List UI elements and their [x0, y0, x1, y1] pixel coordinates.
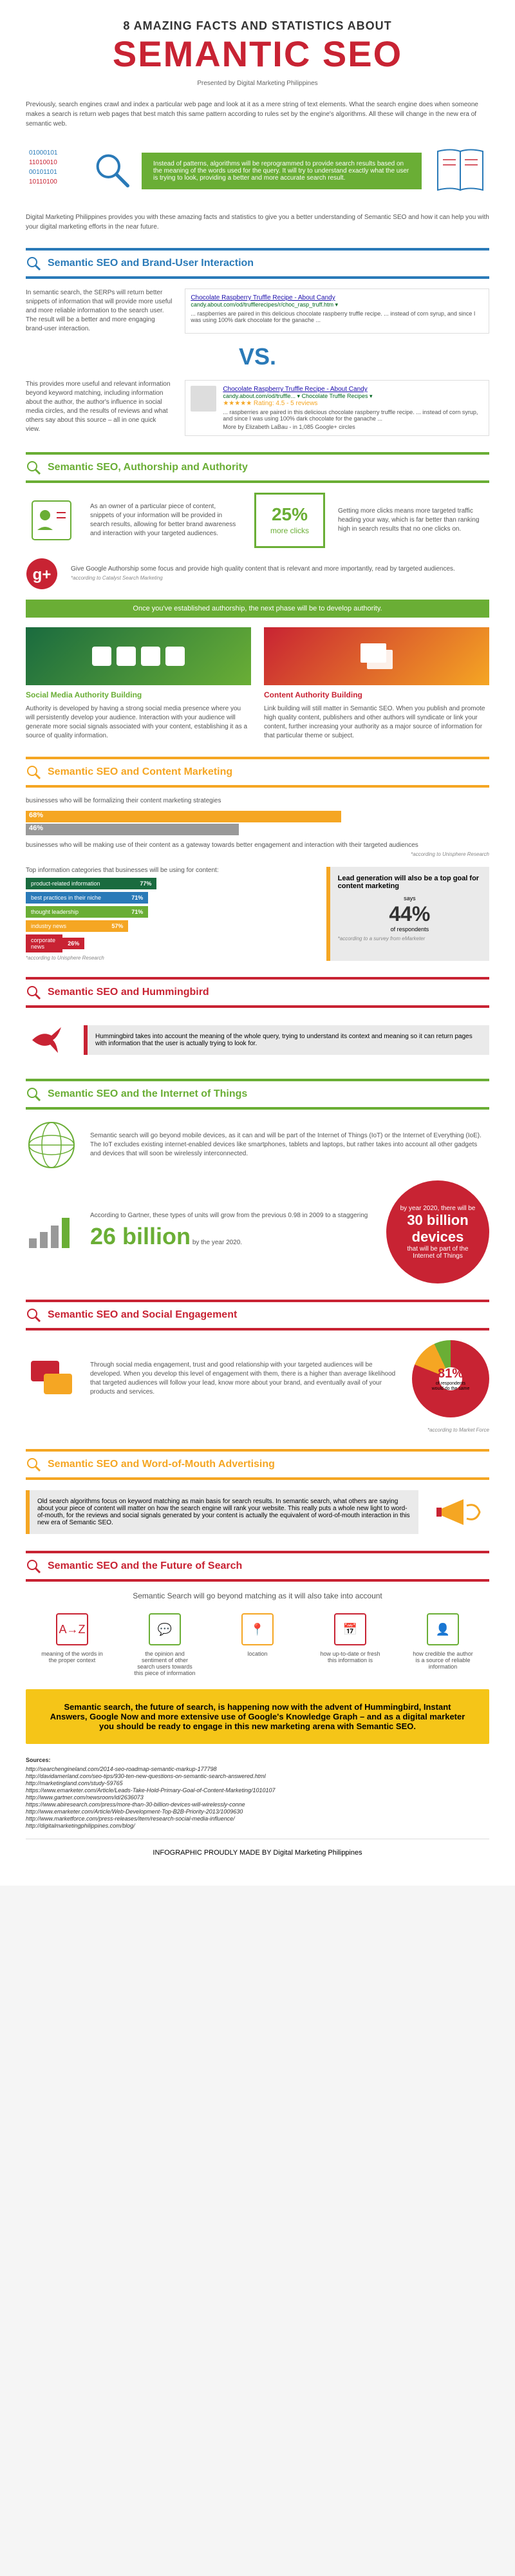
chat-icon [26, 1353, 77, 1405]
cm-label2: businesses who will be making use of the… [26, 842, 489, 849]
section-header-2: Semantic SEO, Authorship and Authority [26, 452, 489, 483]
serp-url: candy.about.com/od/trufflerecipes/r/choc… [191, 301, 483, 308]
section-icon [26, 764, 41, 780]
gplus-icon: g+ [26, 558, 58, 590]
section-header-1: Semantic SEO and Brand-User Interaction [26, 248, 489, 279]
section-header-3: Semantic SEO and Content Marketing [26, 757, 489, 788]
green-intro-box: Instead of patterns, algorithms will be … [142, 153, 422, 189]
section-icon [26, 1558, 41, 1574]
section-title: Semantic SEO and the Internet of Things [48, 1088, 247, 1100]
section-header-6: Semantic SEO and Social Engagement [26, 1300, 489, 1331]
s4-text: Hummingbird takes into account the meani… [84, 1025, 489, 1055]
vs-label: VS. [26, 343, 489, 370]
serp-result-2: Chocolate Raspberry Truffle Recipe - Abo… [185, 380, 489, 436]
section-title: Semantic SEO and Word-of-Mouth Advertisi… [48, 1459, 275, 1470]
pie-pct: 81% [431, 1367, 470, 1381]
category-bars: product-related information77%best pract… [26, 878, 314, 952]
magnifier-icon [93, 151, 132, 190]
growth-bars-icon [26, 1213, 77, 1251]
sources: Sources: http://searchengineland.com/201… [26, 1757, 489, 1829]
cm-note2: *according to Unisphere Research [26, 955, 314, 961]
hummingbird-icon [26, 1018, 71, 1063]
s1-text2: This provides more useful and relevant i… [26, 380, 172, 436]
book-icon [431, 142, 489, 200]
pie-sub: of respondents would do the same [431, 1381, 470, 1391]
section-title: Semantic SEO and Content Marketing [48, 766, 232, 778]
s2-text2: Getting more clicks means more targeted … [338, 507, 489, 534]
serp-title: Chocolate Raspberry Truffle Recipe - Abo… [223, 386, 483, 393]
section-icon [26, 256, 41, 271]
col-title: Social Media Authority Building [26, 690, 251, 699]
serp-desc: ... raspberries are paired in this delic… [191, 310, 483, 323]
col-title: Content Authority Building [264, 690, 489, 699]
svg-text:00101101: 00101101 [29, 169, 57, 176]
serp-result-1: Chocolate Raspberry Truffle Recipe - Abo… [185, 289, 489, 334]
svg-text:g+: g+ [33, 566, 52, 583]
stat-box-clicks: 25% more clicks [254, 493, 325, 548]
content-icon [264, 627, 489, 685]
col-text: Link building will still matter in Seman… [264, 705, 489, 741]
section-icon [26, 1086, 41, 1102]
globe-icon [26, 1119, 77, 1171]
section-header-8: Semantic SEO and the Future of Search [26, 1551, 489, 1582]
s5-growth-text: According to Gartner, these types of uni… [90, 1211, 373, 1253]
section-header-4: Semantic SEO and Hummingbird [26, 977, 489, 1008]
content-authority-col: Content Authority Building Link building… [264, 627, 489, 741]
hero-row: 01000101 11010010 00101101 10110100 Instead… [26, 142, 489, 200]
svg-text:10110100: 10110100 [29, 178, 57, 185]
s8-intro: Semantic Search will go beyond matching … [26, 1591, 489, 1600]
binary-icon: 01000101 11010010 00101101 10110100 [26, 142, 84, 200]
s7-text: Old search algorithms focus on keyword m… [26, 1490, 418, 1534]
section-title: Semantic SEO and Brand-User Interaction [48, 258, 254, 269]
intro2-text: Digital Marketing Philippines provides y… [26, 213, 489, 232]
intro-text: Previously, search engines crawl and ind… [26, 100, 489, 129]
megaphone-icon [431, 1490, 489, 1535]
serp-rating: ★★★★★ Rating: 4.5 - 5 reviews [223, 400, 483, 407]
cm-label1: businesses who will be formalizing their… [26, 797, 489, 804]
serp-url: candy.about.com/od/truffle... ▾ Chocolat… [223, 393, 483, 400]
s6-note: *according to Market Force [26, 1427, 489, 1433]
cm-bar-chart: 68% 46% [26, 811, 489, 835]
green-authority-bar: Once you've established authorship, the … [26, 600, 489, 618]
section-title: Semantic SEO, Authorship and Authority [48, 462, 248, 473]
section-icon [26, 985, 41, 1000]
stat-number: 25% [266, 504, 314, 525]
svg-text:01000101: 01000101 [29, 149, 58, 156]
header-large: SEMANTIC SEO [26, 33, 489, 75]
section-header-5: Semantic SEO and the Internet of Things [26, 1079, 489, 1110]
cat-label: Top information categories that business… [26, 867, 314, 874]
s2-text3: Give Google Authorship some focus and pr… [71, 565, 489, 583]
cm-note1: *according to Unisphere Research [26, 851, 489, 857]
s5-text1: Semantic search will go beyond mobile de… [90, 1132, 489, 1159]
section-header-7: Semantic SEO and Word-of-Mouth Advertisi… [26, 1449, 489, 1480]
red-circle-stat: by year 2020, there will be 30 billion d… [386, 1180, 489, 1283]
section-title: Semantic SEO and the Future of Search [48, 1560, 242, 1572]
future-icons-row: A→Zmeaning of the words in the proper co… [26, 1613, 489, 1676]
serp-thumbnail [191, 386, 216, 412]
col-text: Authority is developed by having a stron… [26, 705, 251, 741]
social-icons-row [26, 627, 251, 685]
section-icon [26, 1457, 41, 1472]
social-authority-col: Social Media Authority Building Authorit… [26, 627, 251, 741]
stat-label: more clicks [270, 526, 309, 535]
presented-by: Presented by Digital Marketing Philippin… [26, 80, 489, 87]
section-title: Semantic SEO and Hummingbird [48, 987, 209, 998]
section-title: Semantic SEO and Social Engagement [48, 1309, 237, 1321]
svg-text:11010010: 11010010 [29, 159, 57, 166]
section-icon [26, 460, 41, 475]
serp-more: More by Elizabeth LaBau - in 1,085 Googl… [223, 424, 483, 430]
header-small: 8 AMAZING FACTS AND STATISTICS ABOUT [26, 19, 489, 33]
footer: INFOGRAPHIC PROUDLY MADE BY Digital Mark… [26, 1839, 489, 1866]
s6-text: Through social media engagement, trust a… [90, 1361, 399, 1397]
profile-icon [26, 495, 77, 546]
yellow-conclusion: Semantic search, the future of search, i… [26, 1689, 489, 1744]
s1-text1: In semantic search, the SERPs will retur… [26, 289, 172, 334]
lead-gen-box: Lead generation will also be a top goal … [326, 867, 489, 961]
s2-text1: As an owner of a particular piece of con… [90, 502, 241, 538]
serp-desc: ... raspberries are paired in this delic… [223, 409, 483, 422]
section-icon [26, 1307, 41, 1323]
serp-title: Chocolate Raspberry Truffle Recipe - Abo… [191, 294, 483, 301]
